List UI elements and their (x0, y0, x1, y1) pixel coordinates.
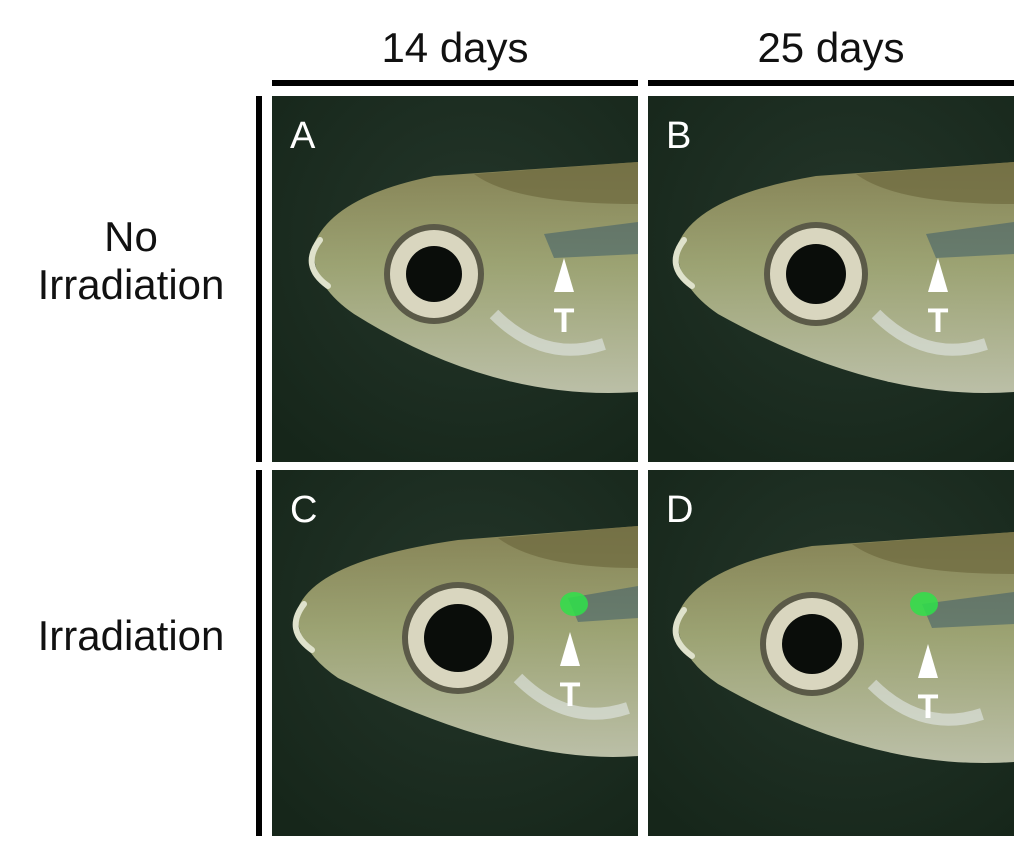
row-rule-irradiation (256, 470, 262, 836)
tumor-marker-label: T (554, 302, 575, 340)
column-rule-25-days (648, 80, 1014, 86)
row-label-line: Irradiation (37, 261, 225, 308)
row-label-line: Irradiation (37, 612, 225, 659)
fish-gill-sheen (513, 673, 630, 720)
fish-lateral-stripe (568, 586, 638, 622)
column-title-14-days: 14 days (381, 24, 529, 71)
panel-letter: B (666, 115, 692, 157)
row-rule-no-irradiation (256, 96, 262, 462)
tumor-marker-label: T (928, 302, 949, 340)
column-title-25-days: 25 days (757, 24, 905, 71)
row-label-line: No (104, 213, 158, 260)
fish-eye-pupil (424, 604, 492, 672)
fish-mouth (292, 601, 315, 653)
fish-back (498, 526, 638, 568)
arrowhead-icon (918, 644, 938, 678)
fluorescence-spot (910, 592, 938, 616)
fish-eye-pupil (786, 244, 846, 304)
fish-mouth (308, 237, 331, 289)
fish-photo: T (272, 470, 638, 836)
fluorescence-spot (560, 592, 588, 616)
fish-gill-sheen (867, 679, 984, 726)
panel-letter: A (290, 115, 316, 157)
tumor-marker-label: T (918, 688, 939, 726)
fish-back (856, 162, 1014, 204)
fish-photo: T (272, 96, 638, 462)
fish-eye-pupil (782, 614, 842, 674)
fish-lateral-stripe (544, 222, 638, 258)
fish-back (852, 532, 1014, 574)
fish-lateral-stripe (926, 222, 1014, 258)
panel-letter: D (666, 489, 694, 531)
fish-mouth (672, 237, 695, 289)
fish-photo: T (648, 470, 1014, 836)
fish-mouth (672, 607, 695, 659)
panel-letter: C (290, 489, 318, 531)
row-label-no-irradiation: No Irradiation (0, 213, 262, 309)
row-label-irradiation: Irradiation (0, 612, 262, 660)
column-rule-14-days (272, 80, 638, 86)
arrowhead-icon (928, 258, 948, 292)
fish-back (474, 162, 638, 204)
arrowhead-icon (554, 258, 574, 292)
arrowhead-icon (560, 632, 580, 666)
fish-gill-sheen (871, 309, 988, 356)
fish-lateral-stripe (922, 592, 1014, 628)
fish-gill-sheen (489, 309, 606, 356)
tumor-marker-label: T (560, 676, 581, 714)
fish-photo: T (648, 96, 1014, 462)
fish-eye-pupil (406, 246, 462, 302)
